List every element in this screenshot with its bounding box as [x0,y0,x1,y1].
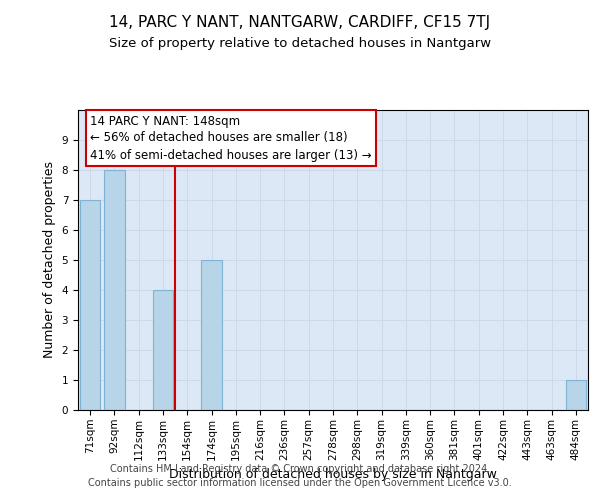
Bar [152,290,173,410]
X-axis label: Distribution of detached houses by size in Nantgarw: Distribution of detached houses by size … [169,468,497,481]
Text: Contains HM Land Registry data © Crown copyright and database right 2024.
Contai: Contains HM Land Registry data © Crown c… [88,464,512,487]
Text: 14, PARC Y NANT, NANTGARW, CARDIFF, CF15 7TJ: 14, PARC Y NANT, NANTGARW, CARDIFF, CF15… [109,15,491,30]
Text: 14 PARC Y NANT: 148sqm
← 56% of detached houses are smaller (18)
41% of semi-det: 14 PARC Y NANT: 148sqm ← 56% of detached… [90,114,372,162]
Bar [201,260,222,410]
Y-axis label: Number of detached properties: Number of detached properties [43,162,56,358]
Bar [566,380,586,410]
Bar [104,170,125,410]
Text: Size of property relative to detached houses in Nantgarw: Size of property relative to detached ho… [109,38,491,51]
Bar [80,200,100,410]
